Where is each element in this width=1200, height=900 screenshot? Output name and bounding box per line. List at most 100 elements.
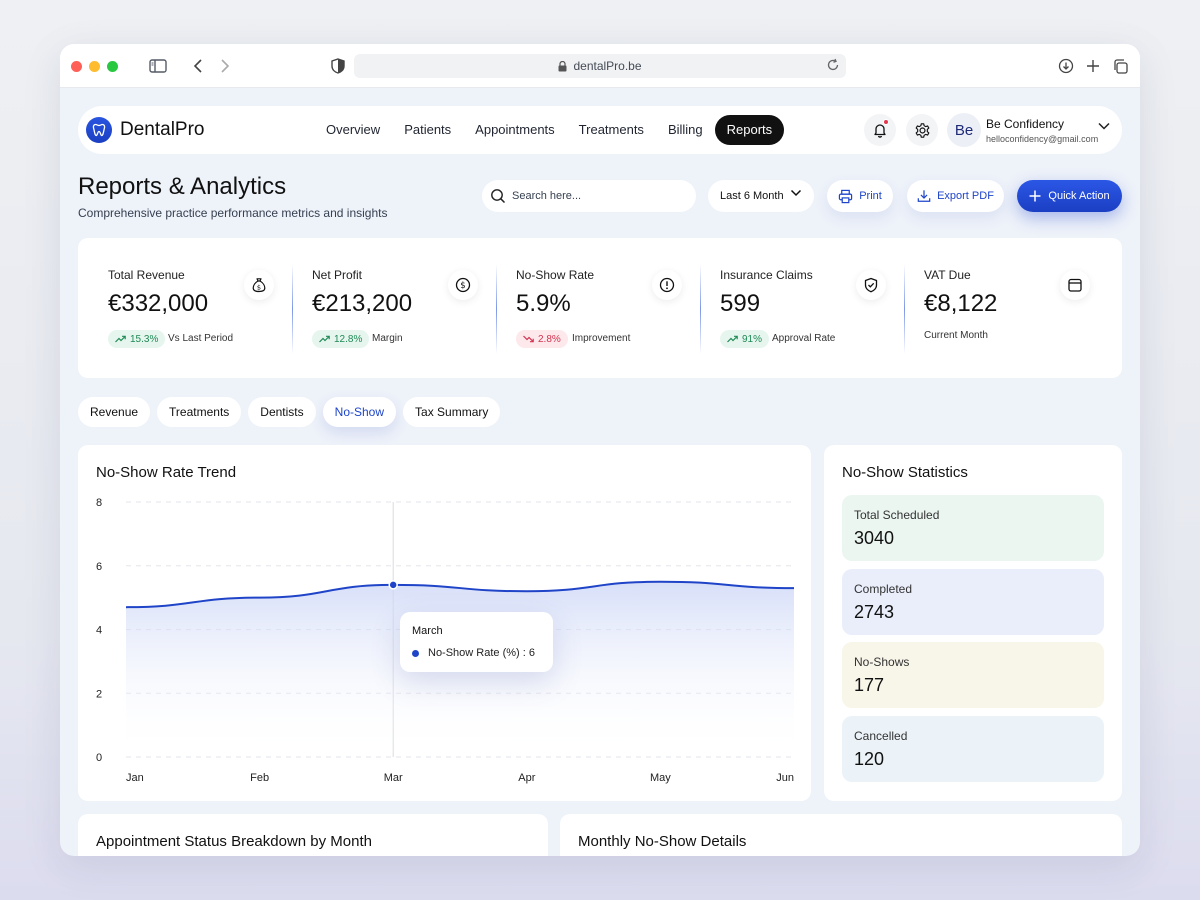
trend-down-icon [523,335,534,343]
x-tick-label: May [650,772,671,784]
kpi-label: VAT Due [924,268,971,282]
kpi-summary-card: Total Revenue €332,000 $ 15.3% Vs Last P… [78,238,1122,378]
shield-check-icon [856,270,886,300]
download-icon[interactable] [1056,56,1076,76]
date-range-label: Last 6 Month [720,190,784,202]
forward-icon[interactable] [215,56,235,76]
chevron-down-icon[interactable] [1098,122,1110,130]
stat-value: 177 [854,675,885,695]
chart-tooltip: March No-Show Rate (%) : 6 [400,612,553,672]
bell-icon [872,122,888,138]
user-email: helloconfidency@gmail.com [986,134,1099,144]
settings-button[interactable] [906,114,938,146]
main-menu: Overview Patients Appointments Treatments Bi… [314,115,785,145]
nav-reports[interactable]: Reports [714,115,785,145]
sidebar-toggle-icon[interactable] [148,56,168,76]
kpi-divider [700,264,701,354]
print-button[interactable]: Print [827,180,893,212]
stat-total-scheduled: Total Scheduled 3040 [842,495,1104,561]
tooltip-value: No-Show Rate (%) : 6 [428,647,535,659]
stat-label: Total Scheduled [854,508,940,522]
badge-value: 12.8% [334,333,363,345]
plus-icon [1029,190,1041,202]
new-tab-icon[interactable] [1083,56,1103,76]
minimize-window-button[interactable] [89,61,100,72]
nav-patients[interactable]: Patients [404,122,452,137]
tab-no-show[interactable]: No-Show [322,397,397,427]
kpi-note: Current Month [924,330,988,341]
stat-no-shows: No-Shows 177 [842,642,1104,708]
tooltip-title: March [412,625,443,637]
kpi-total-revenue: Total Revenue €332,000 $ 15.3% Vs Last P… [78,238,282,378]
tab-overview-icon[interactable] [1110,56,1130,76]
svg-text:$: $ [460,281,465,291]
gear-icon [914,122,931,139]
date-range-select[interactable]: Last 6 Month [708,180,814,212]
tab-treatments[interactable]: Treatments [157,397,242,427]
search-icon [490,188,506,204]
maximize-window-button[interactable] [107,61,118,72]
kpi-label: Total Revenue [108,268,185,282]
search-box[interactable] [482,180,696,212]
legend-dot [412,649,419,657]
close-window-button[interactable] [71,61,82,72]
avatar[interactable]: Be [947,113,981,147]
trend-up-icon [115,335,126,343]
trend-badge: 91% [720,330,770,348]
quick-action-button[interactable]: Quick Action [1017,180,1122,212]
browser-toolbar: dentalPro.be [60,44,1140,88]
notification-button[interactable] [864,114,896,146]
kpi-insurance-claims: Insurance Claims 599 91% Approval Rate [690,238,894,378]
stat-cancelled: Cancelled 120 [842,716,1104,782]
appointment-status-title: Appointment Status Breakdown by Month [96,833,372,850]
stat-label: Cancelled [854,729,908,743]
shield-privacy-icon[interactable] [328,56,348,76]
nav-treatments[interactable]: Treatments [578,122,644,137]
tab-dentists[interactable]: Dentists [248,397,316,427]
monthly-no-show-card: Monthly No-Show Details [560,814,1122,856]
tooltip-row: No-Show Rate (%) : 6 [412,647,535,659]
nav-overview[interactable]: Overview [326,122,381,137]
trend-up-icon [319,335,330,343]
trend-up-icon [727,335,738,343]
stat-value: 120 [854,749,885,769]
badge-value: 15.3% [130,333,159,345]
reload-icon[interactable] [826,58,840,72]
download-icon [917,189,931,203]
nav-appointments[interactable]: Appointments [475,122,555,137]
kpi-label: Insurance Claims [720,268,813,282]
kpi-note: Improvement [572,333,631,344]
tab-tax-summary[interactable]: Tax Summary [403,397,501,427]
stat-value: 2743 [854,602,895,622]
y-tick-label: 4 [96,625,102,637]
stat-label: Completed [854,582,913,596]
dollar-circle-icon: $ [448,270,478,300]
kpi-label: Net Profit [312,268,363,282]
kpi-label: No-Show Rate [516,268,595,282]
search-input[interactable] [512,190,682,202]
trend-badge: 2.8% [516,330,568,348]
browser-window: dentalPro.be DentalPro Overview Patients A… [60,44,1140,856]
stats-title: No-Show Statistics [842,464,968,481]
export-label: Export PDF [937,190,994,202]
export-pdf-button[interactable]: Export PDF [907,180,1004,212]
y-tick-label: 6 [96,561,102,573]
kpi-value: €332,000 [108,290,209,317]
badge-value: 2.8% [538,333,561,345]
notification-dot [883,119,889,125]
report-tabs: Revenue Treatments Dentists No-Show Tax Summ… [78,397,501,427]
page-subtitle: Comprehensive practice performance metri… [78,206,388,220]
kpi-note: Margin [372,333,403,344]
back-icon[interactable] [188,56,208,76]
stat-value: 3040 [854,528,895,548]
address-bar[interactable]: dentalPro.be [354,54,846,78]
kpi-no-show-rate: No-Show Rate 5.9% 2.8% Improvement [486,238,690,378]
kpi-divider [292,264,293,354]
trend-badge: 12.8% [312,330,370,348]
monthly-no-show-title: Monthly No-Show Details [578,833,747,850]
nav-billing[interactable]: Billing [667,122,703,137]
kpi-net-profit: Net Profit €213,200 $ 12.8% Margin [282,238,486,378]
user-name: Be Confidency [986,117,1065,131]
tab-revenue[interactable]: Revenue [78,397,151,427]
kpi-value: 599 [720,290,761,317]
